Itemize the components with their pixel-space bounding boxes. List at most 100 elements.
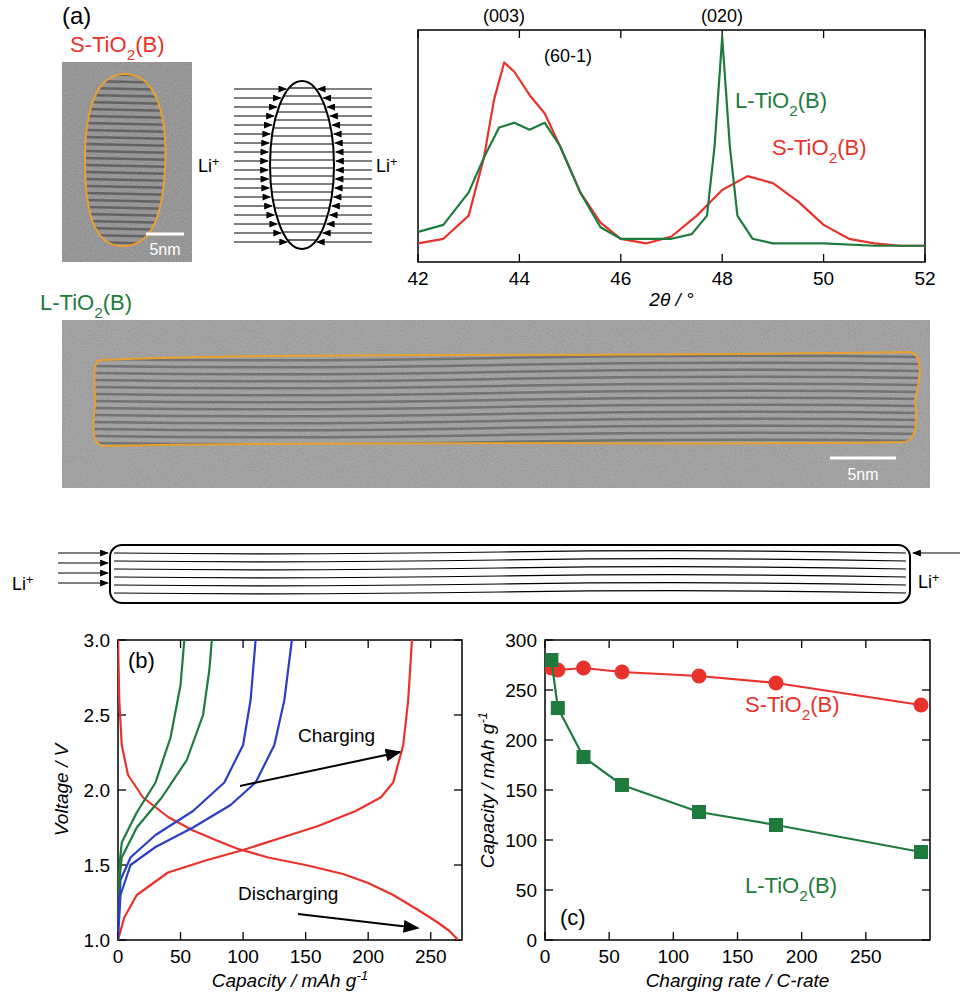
text-part: 1.0 xyxy=(84,930,110,951)
x-tick-label: 0 xyxy=(540,946,551,967)
x-axis-title: Capacity / mAh g-1 xyxy=(212,968,369,991)
x-axis-title: Charging rate / C-rate xyxy=(646,970,830,991)
y-tick xyxy=(545,889,553,890)
arrow xyxy=(58,583,108,584)
arrow xyxy=(234,170,268,171)
x-tick-label: 200 xyxy=(786,946,818,967)
text-part: Charging xyxy=(298,725,375,746)
fringe xyxy=(90,419,925,424)
y-tick xyxy=(922,789,930,790)
x-tick xyxy=(737,932,738,940)
chart-1: 0501001502002501.01.52.02.53.0Capacity /… xyxy=(51,630,462,991)
text-part: L- xyxy=(40,290,60,315)
fringe xyxy=(90,384,925,389)
text-part: 50 xyxy=(516,880,537,901)
layer xyxy=(277,111,327,112)
arrow xyxy=(234,206,272,207)
x-tick xyxy=(519,30,520,38)
marker-circle xyxy=(769,676,784,691)
text-part: S- xyxy=(772,135,794,160)
arrow xyxy=(234,143,269,144)
series-line xyxy=(418,62,925,245)
layer xyxy=(271,143,333,144)
series-label: S-TiO2(B) xyxy=(772,135,867,166)
text-part: Li xyxy=(376,156,390,176)
x-tick-label: 52 xyxy=(914,268,935,289)
y-tick xyxy=(454,789,462,790)
series-line xyxy=(118,640,256,925)
arrow xyxy=(332,206,372,207)
text-part: 48 xyxy=(712,268,733,289)
marker-square xyxy=(577,750,591,764)
text-part: L- xyxy=(735,88,755,113)
x-tick xyxy=(865,640,866,648)
text-part: 2 xyxy=(94,304,103,321)
layer xyxy=(114,551,906,554)
particle-outline xyxy=(93,352,919,446)
marker-circle xyxy=(576,661,591,676)
text-part: g xyxy=(346,970,357,991)
data-area xyxy=(118,640,458,940)
layer xyxy=(280,103,324,104)
fringe xyxy=(80,81,172,83)
series-line xyxy=(551,668,921,705)
chart-2: 050100150200250050100150200250300Chargin… xyxy=(475,630,930,991)
panel-letter: (b) xyxy=(128,648,155,673)
particle-outline xyxy=(270,81,334,249)
text-part: L- xyxy=(745,873,765,898)
arrow xyxy=(336,170,372,171)
fringe xyxy=(90,412,925,417)
y-tick-label: 250 xyxy=(505,680,537,701)
arrow xyxy=(240,752,400,786)
x-tick xyxy=(242,932,243,940)
y-tick-label: 2.5 xyxy=(84,705,110,726)
fringe xyxy=(90,405,925,410)
text-part: 50 xyxy=(170,946,191,967)
x-axis-title: 2θ / ° xyxy=(648,289,694,310)
text-part: 150 xyxy=(722,946,754,967)
text-part: (c) xyxy=(560,905,586,930)
text-part: 100 xyxy=(227,946,259,967)
text-part: (b) xyxy=(128,648,155,673)
text-part: g xyxy=(477,723,498,734)
x-tick-label: 250 xyxy=(850,946,882,967)
y-tick-label: 0 xyxy=(526,930,537,951)
particle-outline xyxy=(85,74,166,246)
series-label: S-TiO2(B) xyxy=(745,692,840,723)
x-tick xyxy=(737,640,738,648)
ion-label: Li+ xyxy=(918,571,939,592)
layer xyxy=(114,575,906,578)
tem-noise xyxy=(62,320,930,488)
x-tick xyxy=(823,30,824,38)
text-part: 2 xyxy=(802,706,811,723)
text-part: Li xyxy=(918,572,932,592)
marker-square xyxy=(692,805,706,819)
arrow xyxy=(330,116,372,117)
layer xyxy=(114,583,906,586)
schematic-l: Li+ Li+ xyxy=(12,545,960,603)
y-tick-label: 1.0 xyxy=(84,930,110,951)
text-part: 100 xyxy=(657,946,689,967)
y-tick xyxy=(922,839,930,840)
x-tick xyxy=(865,932,866,940)
y-tick xyxy=(454,714,462,715)
layer xyxy=(272,191,333,192)
x-tick xyxy=(305,640,306,648)
layer xyxy=(271,183,333,184)
layer xyxy=(275,119,329,120)
y-tick-label: 3.0 xyxy=(84,630,110,651)
x-tick xyxy=(620,254,621,262)
arrow xyxy=(318,89,372,90)
peak-label: (60-1) xyxy=(544,46,592,66)
x-tick-label: 44 xyxy=(509,268,531,289)
x-tick xyxy=(673,932,674,940)
arrow xyxy=(327,224,372,225)
y-tick xyxy=(545,689,553,690)
y-tick xyxy=(922,889,930,890)
fringes xyxy=(80,74,172,251)
ion-label: Li+ xyxy=(12,573,33,594)
layer xyxy=(114,567,906,570)
y-axis-title: Voltage / V xyxy=(51,742,72,837)
arrow xyxy=(234,224,277,225)
layer xyxy=(270,175,333,176)
